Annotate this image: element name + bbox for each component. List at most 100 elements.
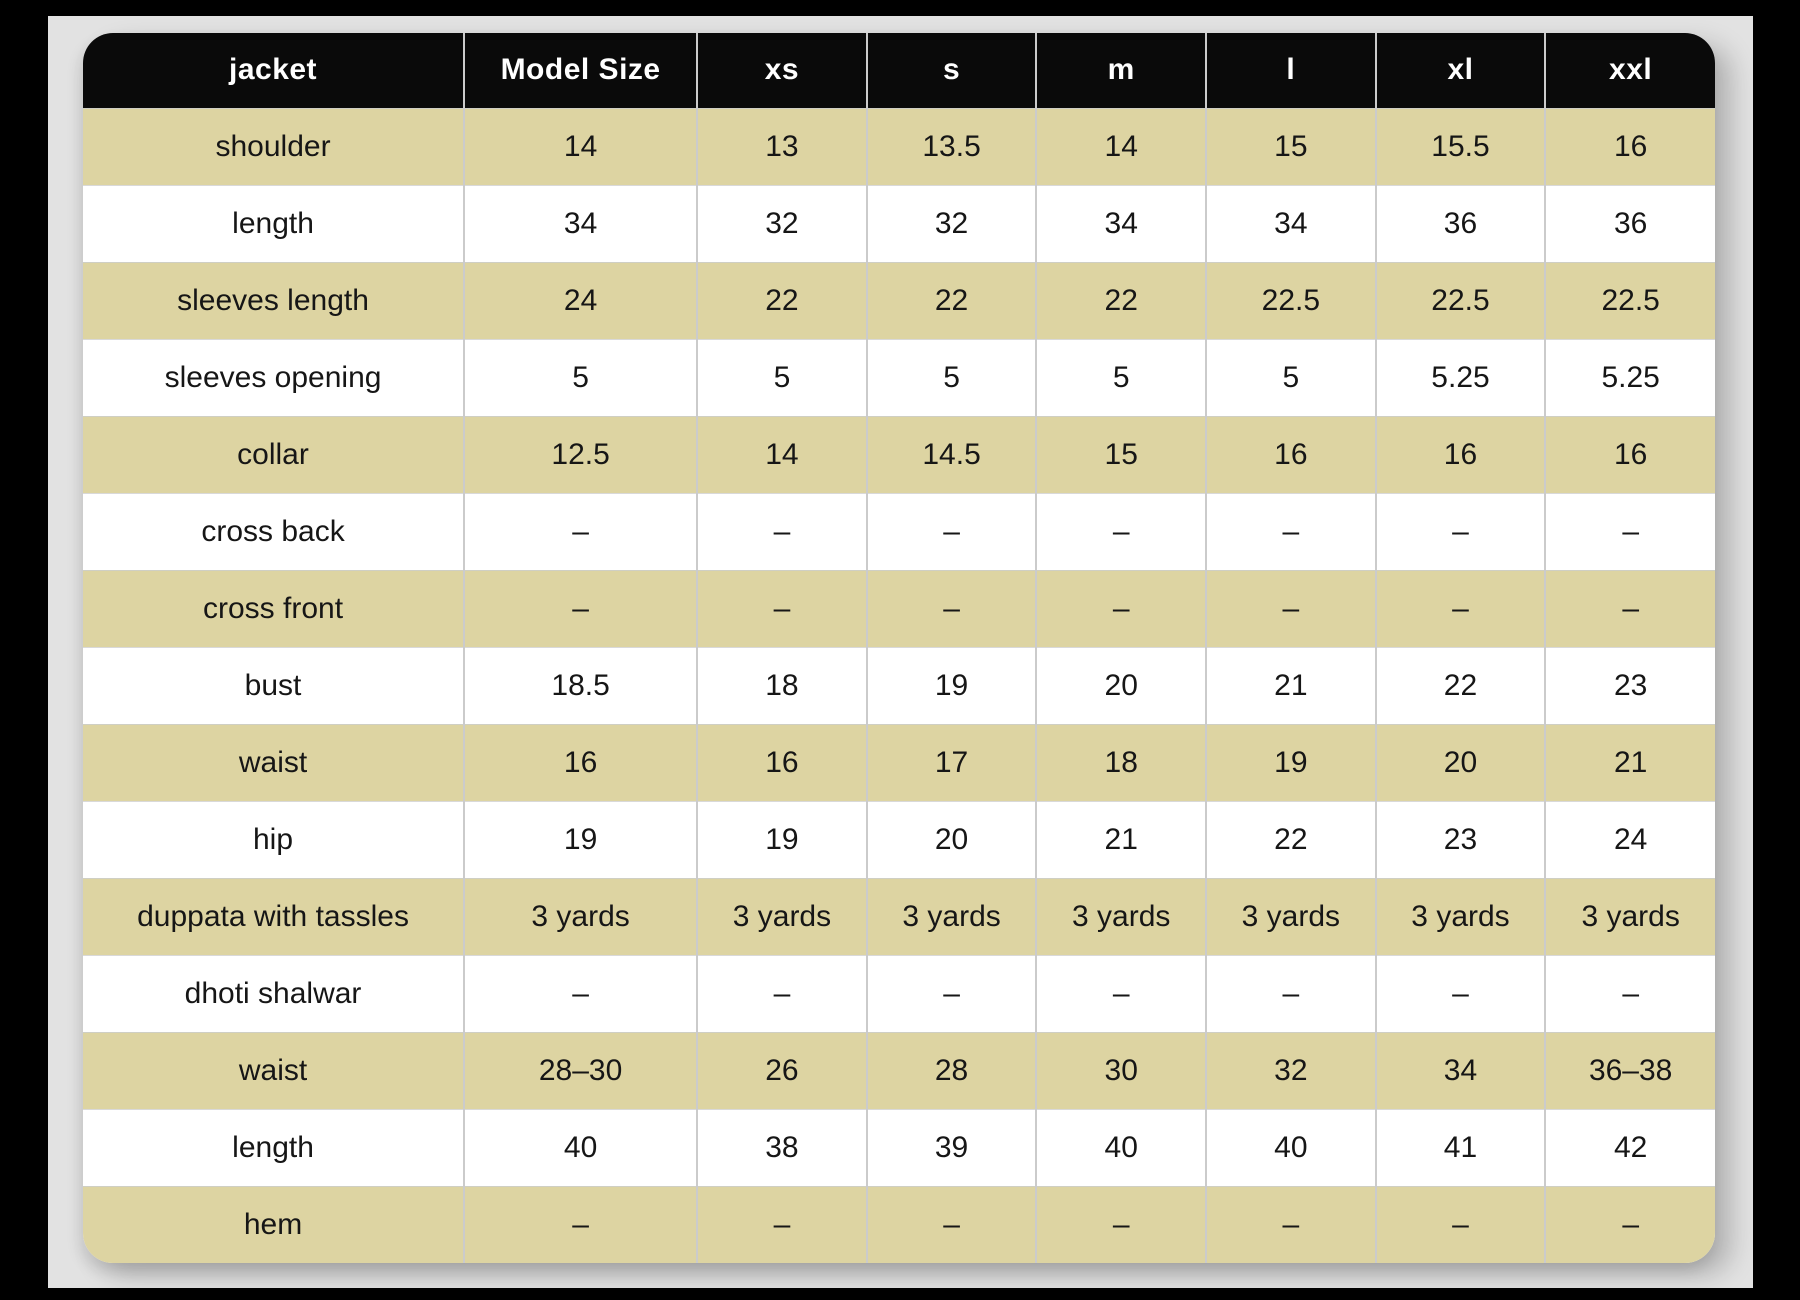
value-cell: – — [1374, 569, 1546, 648]
value-cell: – — [1374, 955, 1546, 1033]
value-cell: 3 yards — [1205, 878, 1376, 956]
row-label: sleeves opening — [83, 338, 465, 417]
value-cell: – — [1544, 569, 1715, 648]
value-cell: 21 — [1544, 723, 1715, 802]
value-cell: 20 — [865, 801, 1037, 879]
value-cell: 14 — [463, 107, 698, 186]
value-cell: – — [1035, 569, 1207, 648]
value-cell: 36 — [1544, 184, 1715, 263]
value-cell: 14 — [696, 415, 867, 494]
value-cell: 15 — [1205, 107, 1376, 186]
value-cell: 22 — [696, 261, 867, 340]
value-cell: – — [1205, 1186, 1376, 1263]
header-row: jacket Model Size xs s m l xl xxl — [83, 33, 1715, 108]
value-cell: 13.5 — [865, 107, 1037, 186]
value-cell: 28 — [865, 1032, 1037, 1110]
value-cell: 22 — [865, 261, 1037, 340]
value-cell: 19 — [1205, 723, 1376, 802]
header-cell-s: s — [865, 33, 1037, 108]
row-label: hip — [83, 801, 465, 879]
value-cell: 23 — [1374, 801, 1546, 879]
size-chart-table: jacket Model Size xs s m l xl xxl should… — [83, 33, 1715, 1263]
value-cell: 5 — [1205, 338, 1376, 417]
value-cell: 19 — [463, 801, 698, 879]
value-cell: 19 — [865, 646, 1037, 725]
value-cell: 15.5 — [1374, 107, 1546, 186]
value-cell: 36–38 — [1544, 1032, 1715, 1110]
value-cell: 5.25 — [1374, 338, 1546, 417]
value-cell: 19 — [696, 801, 867, 879]
row-label: sleeves length — [83, 261, 465, 340]
table-row: bust 18.5 18 19 20 21 22 23 — [83, 646, 1715, 725]
value-cell: 3 yards — [865, 878, 1037, 956]
value-cell: 3 yards — [463, 878, 698, 956]
header-cell-xl: xl — [1374, 33, 1546, 108]
row-label: waist — [83, 723, 465, 802]
row-label: waist — [83, 1032, 465, 1110]
table-row: collar 12.5 14 14.5 15 16 16 16 — [83, 415, 1715, 494]
value-cell: 32 — [865, 184, 1037, 263]
header-cell-l: l — [1205, 33, 1376, 108]
value-cell: 41 — [1374, 1109, 1546, 1187]
value-cell: 3 yards — [1544, 878, 1715, 956]
page-background: jacket Model Size xs s m l xl xxl should… — [48, 16, 1753, 1288]
value-cell: 23 — [1544, 646, 1715, 725]
value-cell: 26 — [696, 1032, 867, 1110]
table-row: cross front – – – – – – – — [83, 569, 1715, 648]
value-cell: – — [1544, 1186, 1715, 1263]
value-cell: 16 — [463, 723, 698, 802]
value-cell: 18 — [696, 646, 867, 725]
value-cell: 17 — [865, 723, 1037, 802]
table-header: jacket Model Size xs s m l xl xxl — [83, 33, 1715, 108]
value-cell: 38 — [696, 1109, 867, 1187]
value-cell: 22.5 — [1544, 261, 1715, 340]
value-cell: 24 — [1544, 801, 1715, 879]
value-cell: – — [1374, 1186, 1546, 1263]
value-cell: 36 — [1374, 184, 1546, 263]
value-cell: – — [463, 955, 698, 1033]
row-label: shoulder — [83, 107, 465, 186]
row-label: hem — [83, 1186, 465, 1263]
value-cell: 16 — [1374, 415, 1546, 494]
row-label: length — [83, 184, 465, 263]
value-cell: 14 — [1035, 107, 1207, 186]
value-cell: 40 — [1035, 1109, 1207, 1187]
value-cell: 28–30 — [463, 1032, 698, 1110]
value-cell: 24 — [463, 261, 698, 340]
value-cell: – — [1205, 569, 1376, 648]
value-cell: 34 — [463, 184, 698, 263]
table-body: shoulder 14 13 13.5 14 15 15.5 16 length 34 32 32 34… — [83, 107, 1715, 1263]
table-row: waist 28–30 26 28 30 32 34 36–38 — [83, 1032, 1715, 1110]
value-cell: 22 — [1035, 261, 1207, 340]
table-row: sleeves length 24 22 22 22 22.5 22.5 22.5 — [83, 261, 1715, 340]
value-cell: – — [463, 569, 698, 648]
value-cell: 3 yards — [1374, 878, 1546, 956]
value-cell: 22.5 — [1205, 261, 1376, 340]
value-cell: 22 — [1205, 801, 1376, 879]
value-cell: 16 — [1544, 107, 1715, 186]
value-cell: 34 — [1374, 1032, 1546, 1110]
header-cell-xs: xs — [696, 33, 867, 108]
table-row: sleeves opening 5 5 5 5 5 5.25 5.25 — [83, 338, 1715, 417]
table-row: length 34 32 32 34 34 36 36 — [83, 184, 1715, 263]
value-cell: – — [1374, 492, 1546, 571]
value-cell: 22.5 — [1374, 261, 1546, 340]
value-cell: 30 — [1035, 1032, 1207, 1110]
value-cell: 20 — [1035, 646, 1207, 725]
table-row: hem – – – – – – – — [83, 1186, 1715, 1263]
row-label: bust — [83, 646, 465, 725]
value-cell: – — [865, 569, 1037, 648]
value-cell: 13 — [696, 107, 867, 186]
value-cell: 3 yards — [1035, 878, 1207, 956]
value-cell: – — [696, 955, 867, 1033]
value-cell: – — [1205, 492, 1376, 571]
value-cell: – — [1035, 1186, 1207, 1263]
value-cell: – — [1544, 955, 1715, 1033]
value-cell: 14.5 — [865, 415, 1037, 494]
value-cell: 5 — [1035, 338, 1207, 417]
value-cell: – — [865, 492, 1037, 571]
value-cell: – — [696, 492, 867, 571]
table-row: length 40 38 39 40 40 41 42 — [83, 1109, 1715, 1187]
value-cell: – — [1205, 955, 1376, 1033]
